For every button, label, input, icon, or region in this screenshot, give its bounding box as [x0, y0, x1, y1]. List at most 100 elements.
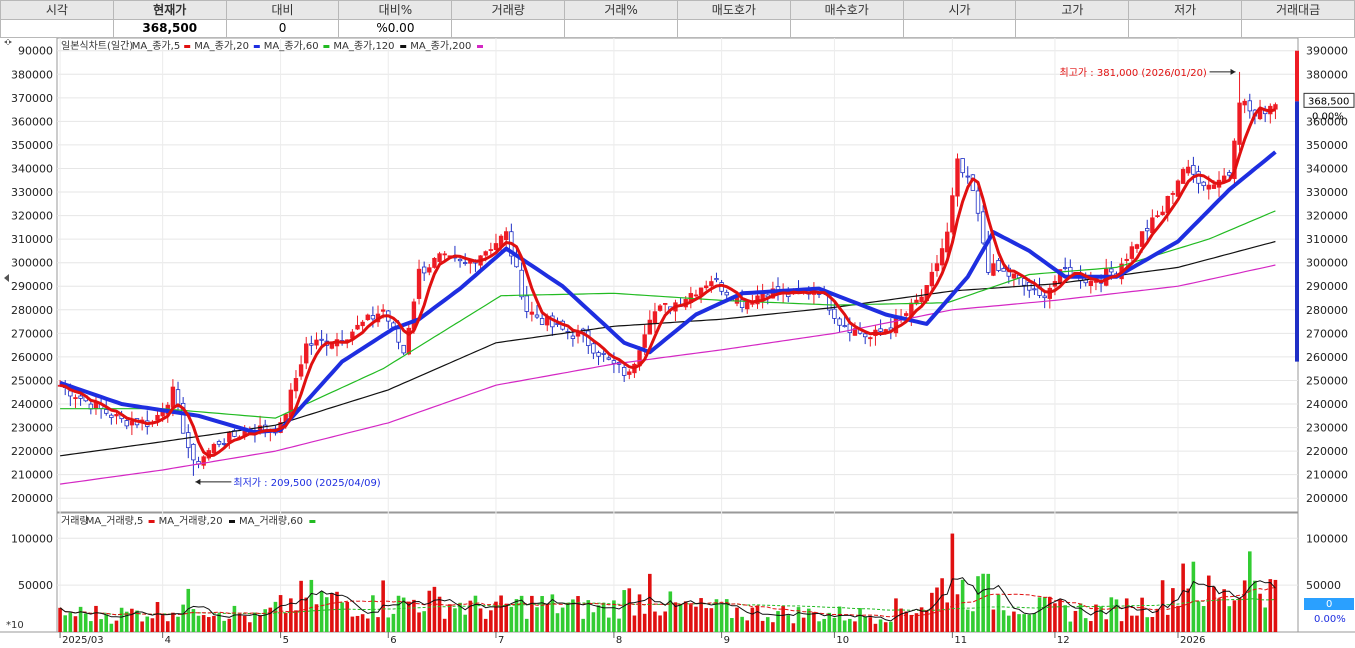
candle: [991, 263, 996, 276]
volume-multiplier-label: *10: [6, 620, 24, 631]
price-tick-right: 360000: [1306, 115, 1348, 128]
candle: [175, 389, 181, 406]
volume-bar: [1073, 610, 1078, 632]
expand-pane-icon[interactable]: [4, 274, 9, 282]
volume-bar: [1196, 601, 1201, 632]
price-tick-left: 260000: [11, 351, 53, 364]
quote-header-volume: 거래량: [451, 0, 566, 20]
quote-value-time: [0, 18, 114, 38]
candle: [191, 443, 196, 461]
volume-bar: [406, 601, 411, 632]
candle: [432, 257, 437, 268]
volume-ma-line: [59, 587, 1276, 618]
price-tick-right: 270000: [1306, 327, 1348, 340]
volume-bar: [324, 597, 329, 632]
volume-bar: [1104, 619, 1109, 632]
candle: [1170, 193, 1176, 195]
volume-bar: [904, 611, 909, 632]
volume-bar: [863, 616, 867, 632]
candle: [837, 318, 842, 326]
price-tick-left: 370000: [11, 92, 53, 105]
quote-value-low: [1128, 18, 1243, 38]
candle: [427, 267, 432, 273]
volume-bar: [483, 618, 488, 632]
volume-bar: [848, 618, 852, 632]
quote-header-current-price: 현재가: [112, 0, 227, 20]
volume-bar: [612, 600, 616, 632]
volume-bar: [114, 620, 119, 632]
legend-swatch: [148, 520, 155, 523]
price-tick-right: 230000: [1306, 422, 1348, 435]
volume-bar: [545, 603, 550, 632]
candle: [570, 335, 576, 339]
volume-bar: [345, 601, 350, 632]
volume-bar: [1268, 579, 1273, 632]
volume-bar: [222, 620, 226, 632]
volume-bar: [1130, 615, 1134, 632]
x-tick-label: 10: [836, 635, 849, 646]
volume-bar: [1273, 579, 1278, 632]
volume-bar: [586, 600, 591, 632]
volume-bar: [817, 621, 821, 632]
volume-bar: [478, 608, 483, 632]
candle: [293, 378, 299, 392]
volume-bar: [1212, 586, 1216, 632]
current-price-box: [1303, 92, 1355, 108]
volume-bar: [83, 613, 88, 632]
volume-bar: [340, 602, 344, 632]
volume-bar: [889, 621, 893, 632]
volume-bar: [314, 604, 319, 632]
candle: [360, 321, 365, 327]
candle: [647, 319, 653, 335]
candle: [1242, 100, 1247, 106]
low-arrow-head: [195, 478, 201, 485]
volume-bar: [171, 612, 175, 632]
volume-bar: [776, 611, 780, 632]
volume-bar: [971, 611, 975, 632]
volume-bar: [683, 601, 688, 632]
price-legend-entry: MA_종가,200: [410, 40, 471, 52]
candle: [1155, 215, 1160, 217]
price-tick-left: 210000: [11, 469, 53, 482]
collapse-icon[interactable]: [4, 39, 12, 45]
volume-bar: [376, 617, 380, 632]
x-tick-label: 6: [390, 635, 396, 646]
volume-bar: [1078, 603, 1083, 632]
candle: [463, 262, 468, 264]
volume-bar: [160, 615, 165, 632]
candle: [309, 343, 314, 346]
price-tick-left: 340000: [11, 162, 53, 175]
volume-bar: [355, 615, 360, 632]
volume-bar: [278, 595, 283, 632]
candle: [1062, 267, 1068, 269]
ma-line: [60, 264, 1276, 485]
volume-bar: [242, 615, 247, 632]
volume-bar: [1191, 561, 1196, 632]
candle: [852, 328, 858, 336]
quote-value-volume-pct: [564, 18, 678, 38]
volume-bar: [632, 615, 637, 632]
volume-bar: [73, 616, 78, 632]
volume-bar: [237, 614, 242, 632]
volume-bar: [1242, 580, 1247, 632]
volume-bar: [796, 607, 801, 632]
volume-bar: [524, 618, 529, 632]
candle: [1206, 184, 1211, 190]
quote-value-change: 0: [225, 18, 340, 38]
price-tick-left: 300000: [11, 257, 53, 270]
price-tick-left: 360000: [11, 115, 53, 128]
quote-header-ask: 매도호가: [676, 0, 791, 20]
stock-chart[interactable]: 200000 200000 210000 210000 220000 220000 2300…: [0, 38, 1355, 648]
candle: [232, 430, 237, 437]
candle: [1247, 100, 1252, 112]
volume-tick-left: 100000: [11, 532, 53, 545]
price-legend-entry: MA_종가,120: [333, 40, 394, 52]
candle: [939, 248, 945, 266]
candle: [539, 318, 545, 325]
price-tick-right: 290000: [1306, 280, 1348, 293]
volume-bar: [422, 611, 426, 632]
legend-swatch: [184, 45, 191, 48]
volume-bar: [165, 621, 170, 632]
candle: [73, 397, 78, 400]
ma-line-5: [59, 106, 1276, 458]
